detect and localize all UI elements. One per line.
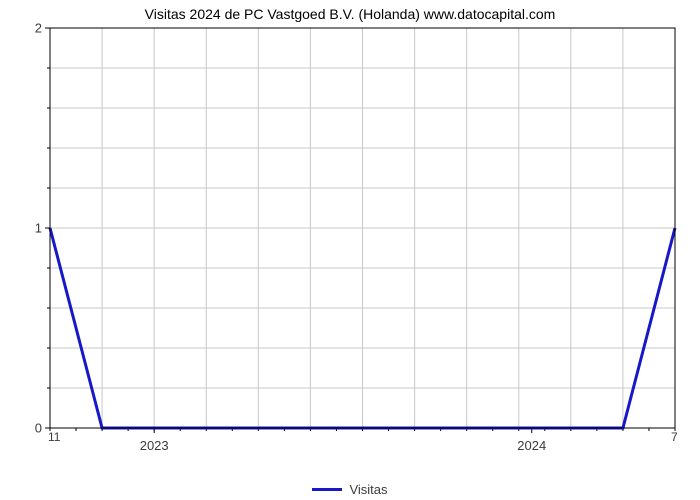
legend-label: Visitas (349, 482, 387, 497)
chart-container: Visitas 2024 de PC Vastgoed B.V. (Holand… (0, 0, 700, 500)
legend-swatch (312, 488, 342, 491)
y-tick-label: 2 (12, 21, 42, 36)
legend: Visitas (0, 478, 700, 497)
x-axis-end-label: 7 (671, 430, 678, 444)
legend-item: Visitas (312, 482, 387, 497)
x-axis-start-label: 11 (48, 430, 60, 444)
x-tick-label: 2023 (140, 438, 169, 453)
x-tick-label: 2024 (517, 438, 546, 453)
y-tick-label: 0 (12, 421, 42, 436)
chart-plot (40, 18, 685, 438)
y-tick-label: 1 (12, 221, 42, 236)
